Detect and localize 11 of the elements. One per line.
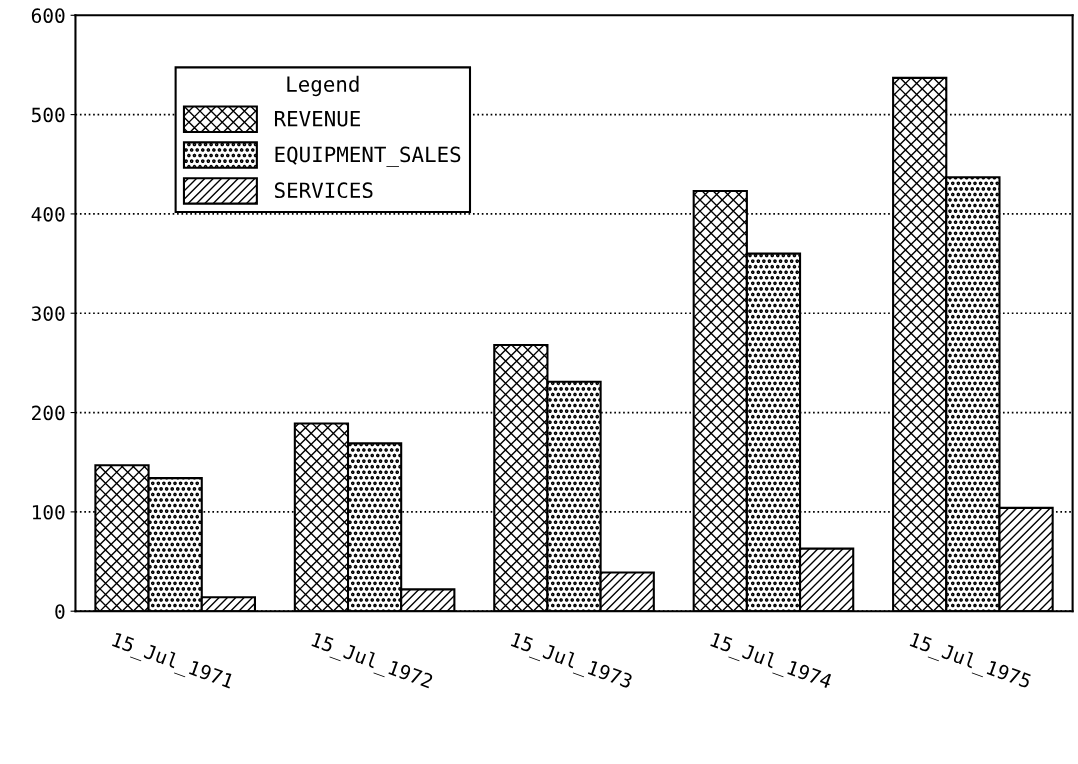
y-tick-label: 100: [32, 504, 65, 520]
legend-title: Legend: [287, 75, 359, 97]
y-tick-label: 300: [31, 306, 65, 321]
y-tick-label: 600: [31, 8, 65, 23]
y-tick-label: 0: [55, 604, 65, 619]
y-tick-label: 200: [32, 405, 65, 421]
legend-label: REVENUE: [274, 110, 360, 127]
y-tick-label: 400: [31, 206, 65, 222]
legend-label: EQUIPMENT_SALES: [275, 146, 461, 167]
y-tick-label: 500: [31, 107, 65, 123]
legend-label: SERVICES: [274, 182, 373, 199]
